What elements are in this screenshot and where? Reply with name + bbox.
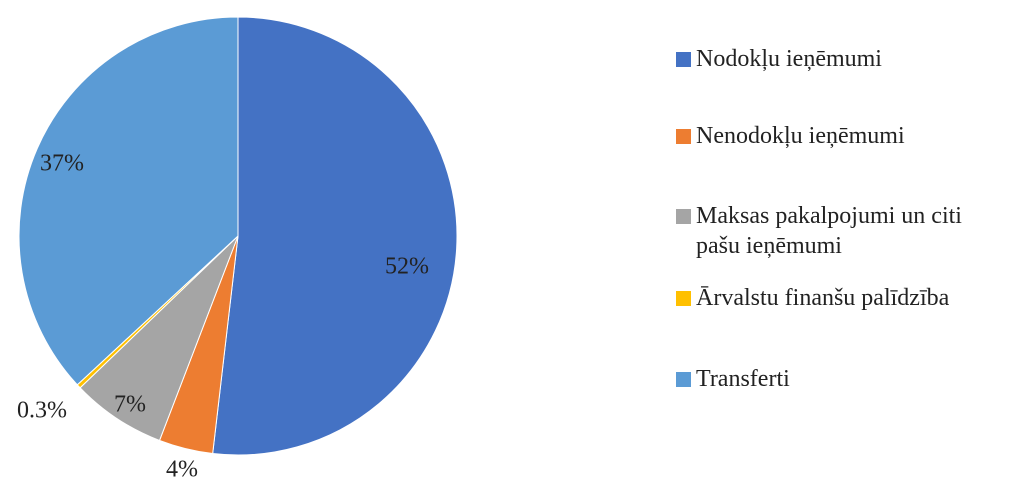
data-label-nenodoklu: 4% <box>166 457 198 483</box>
legend-item-transferti: Transferti <box>676 364 1024 394</box>
legend-label: Ārvalstu finanšu palīdzība <box>696 285 950 311</box>
data-label-arvalstu: 0.3% <box>17 398 67 424</box>
legend-item-nenodoklu: Nenodokļu ieņēmumi <box>676 121 1024 151</box>
legend-swatch <box>676 52 691 67</box>
legend-swatch <box>676 209 691 224</box>
pie-labels: 52% 4% 7% 0.3% 37% <box>17 151 429 483</box>
data-label-nodoklu: 52% <box>385 254 429 280</box>
legend-label: Nodokļu ieņēmumi <box>696 46 882 72</box>
data-label-transferti: 37% <box>40 151 84 177</box>
legend-item-arvalstu: Ārvalstu finanšu palīdzība <box>676 283 1024 313</box>
legend-swatch <box>676 129 691 144</box>
legend-label: Maksas pakalpojumi un citi pašu ieņēmumi <box>696 203 962 259</box>
pie-slice-transferti <box>18 16 239 386</box>
data-label-maksas: 7% <box>114 392 146 418</box>
legend-label: Transferti <box>696 366 790 392</box>
legend-label: Nenodokļu ieņēmumi <box>696 123 905 149</box>
pie-slice-nodoklu <box>212 16 458 456</box>
legend-item-nodoklu: Nodokļu ieņēmumi <box>676 44 1024 74</box>
legend-swatch <box>676 372 691 387</box>
legend-item-maksas: Maksas pakalpojumi un citi pašu ieņēmumi <box>676 201 1024 261</box>
pie-slices <box>18 16 458 456</box>
legend-swatch <box>676 291 691 306</box>
